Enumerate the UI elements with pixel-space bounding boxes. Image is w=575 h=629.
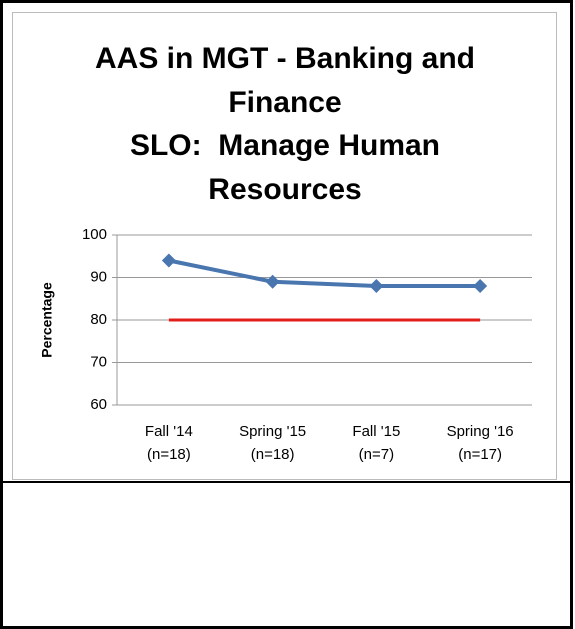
chart-title: AAS in MGT - Banking and Finance — [95, 42, 484, 119]
chart-border — [12, 12, 557, 480]
data-point — [161, 253, 176, 268]
y-tick-label: 70 — [90, 353, 107, 370]
data-point — [473, 279, 488, 293]
x-tick-label: Spring '15 (n=18) — [239, 423, 307, 463]
x-tick-label: Spring '16 (n=17) — [446, 423, 514, 463]
x-tick-label: Fall '15 (n=7) — [352, 423, 401, 463]
data-point — [265, 274, 280, 289]
chart-subtitle: SLO: Manage Human Resources — [129, 129, 449, 206]
x-tick-label: Fall '14 (n=18) — [144, 423, 193, 463]
data-point — [369, 279, 384, 293]
y-tick-label: 90 — [90, 268, 107, 285]
y-tick-label: 60 — [90, 396, 107, 413]
y-tick-label: 80 — [90, 311, 107, 328]
series-line — [168, 258, 481, 288]
y-axis-title: Percentage — [39, 282, 55, 358]
y-tick-label: 100 — [82, 226, 107, 243]
